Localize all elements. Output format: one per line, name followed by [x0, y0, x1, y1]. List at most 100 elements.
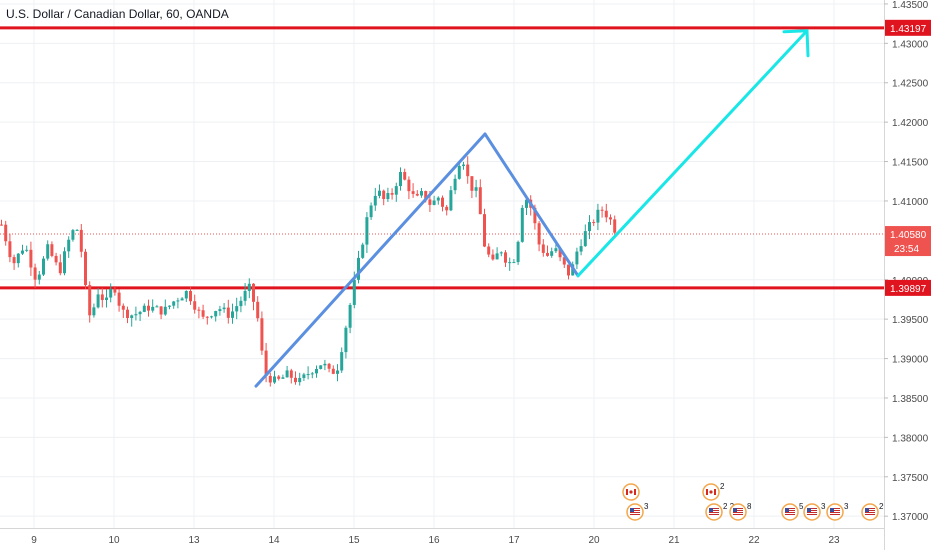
candle-body	[214, 311, 218, 317]
candle	[100, 287, 104, 308]
candle-body	[562, 257, 566, 265]
candle-body	[470, 176, 474, 191]
candle	[373, 187, 377, 211]
candle-body	[29, 249, 33, 268]
candle-body	[348, 304, 352, 328]
resistance-tag	[885, 19, 931, 36]
event-badge[interactable]: 2 2	[705, 502, 735, 521]
candle	[508, 257, 512, 271]
candle-body	[541, 244, 545, 253]
candle-body	[159, 306, 163, 315]
event-badge[interactable]: 3	[826, 502, 849, 521]
candle-body	[466, 164, 470, 177]
candle-body	[163, 306, 167, 315]
price-tick-label: 1.41500	[892, 158, 929, 169]
usa-flag-stripe	[709, 508, 719, 509]
countdown-label: 23:54	[894, 244, 919, 255]
candle	[407, 176, 411, 200]
candle	[130, 314, 134, 327]
candle	[331, 365, 335, 375]
candle-body	[168, 305, 171, 307]
candle-body	[378, 190, 381, 196]
candle-body	[424, 191, 428, 200]
candle-body	[432, 200, 436, 205]
candle	[306, 366, 310, 380]
usa-flag-stripe	[865, 512, 875, 513]
candle-body	[239, 300, 243, 307]
candle	[193, 294, 197, 314]
usa-flag-stripe	[630, 514, 640, 515]
candle	[42, 256, 45, 277]
event-badge[interactable]	[622, 483, 640, 501]
usa-flag-stripe	[807, 510, 817, 511]
candle	[92, 303, 96, 318]
candle	[432, 195, 436, 206]
candle-body	[420, 191, 423, 196]
time-tick-label: 21	[668, 535, 680, 546]
candle-body	[289, 370, 293, 378]
candle-body	[226, 307, 230, 318]
candle-body	[306, 374, 310, 376]
candle-body	[79, 229, 83, 252]
price-tick-label: 1.38000	[892, 433, 929, 444]
candle	[415, 190, 419, 197]
candle-body	[428, 199, 432, 205]
candle-body	[457, 165, 461, 179]
candle	[84, 248, 87, 289]
candle-body	[222, 307, 226, 310]
price-tick-label: 1.43000	[892, 39, 929, 50]
candle-body	[407, 179, 411, 192]
candle-body	[113, 288, 117, 293]
candle-body	[8, 241, 12, 258]
candle	[201, 304, 205, 320]
candle	[340, 347, 344, 373]
candle-body	[277, 376, 281, 379]
usa-flag-stripe	[709, 514, 719, 515]
candle	[277, 375, 281, 381]
usa-flag-stripe	[630, 512, 640, 513]
candle	[575, 247, 579, 270]
candle-body	[609, 217, 612, 220]
event-badge[interactable]: 8	[729, 502, 752, 521]
candle	[323, 359, 327, 371]
event-badge[interactable]: 5	[781, 502, 804, 521]
event-badge[interactable]: 2	[702, 482, 725, 501]
event-badge[interactable]: 3	[626, 502, 649, 521]
candle-body	[96, 294, 100, 308]
time-axis: 9 10 13 14 15 16 17 20 21 22 23	[0, 528, 884, 546]
candle-body	[256, 301, 260, 319]
candle-body	[478, 187, 482, 215]
candle	[75, 229, 79, 231]
candle-body	[403, 171, 407, 180]
event-badge[interactable]: 29	[861, 502, 888, 521]
usa-flag-stripe	[785, 510, 795, 511]
candle	[33, 263, 37, 288]
candle	[310, 371, 314, 379]
candle-body	[491, 254, 495, 260]
candle-body	[604, 210, 608, 218]
candle	[344, 325, 348, 359]
candle	[239, 296, 243, 313]
candle	[516, 240, 520, 265]
usa-flag-canton	[807, 508, 811, 512]
candle-body	[176, 300, 180, 302]
candle	[58, 254, 62, 276]
candle	[79, 223, 83, 258]
price-tick-label: 1.43500	[892, 0, 929, 11]
candle-body	[361, 244, 365, 258]
candle	[121, 303, 125, 318]
candle-body	[436, 197, 440, 201]
event-badge[interactable]: 3	[803, 502, 826, 521]
time-tick-label: 9	[31, 535, 37, 546]
candle	[441, 195, 444, 212]
candle	[113, 286, 117, 296]
candle-body	[88, 285, 92, 316]
candle-body	[390, 193, 394, 195]
candle	[567, 264, 570, 280]
candle-body	[294, 377, 297, 383]
time-tick-label: 13	[188, 535, 200, 546]
candle	[583, 224, 587, 247]
candle-body	[189, 290, 192, 302]
usa-flag-stripe	[865, 514, 875, 515]
